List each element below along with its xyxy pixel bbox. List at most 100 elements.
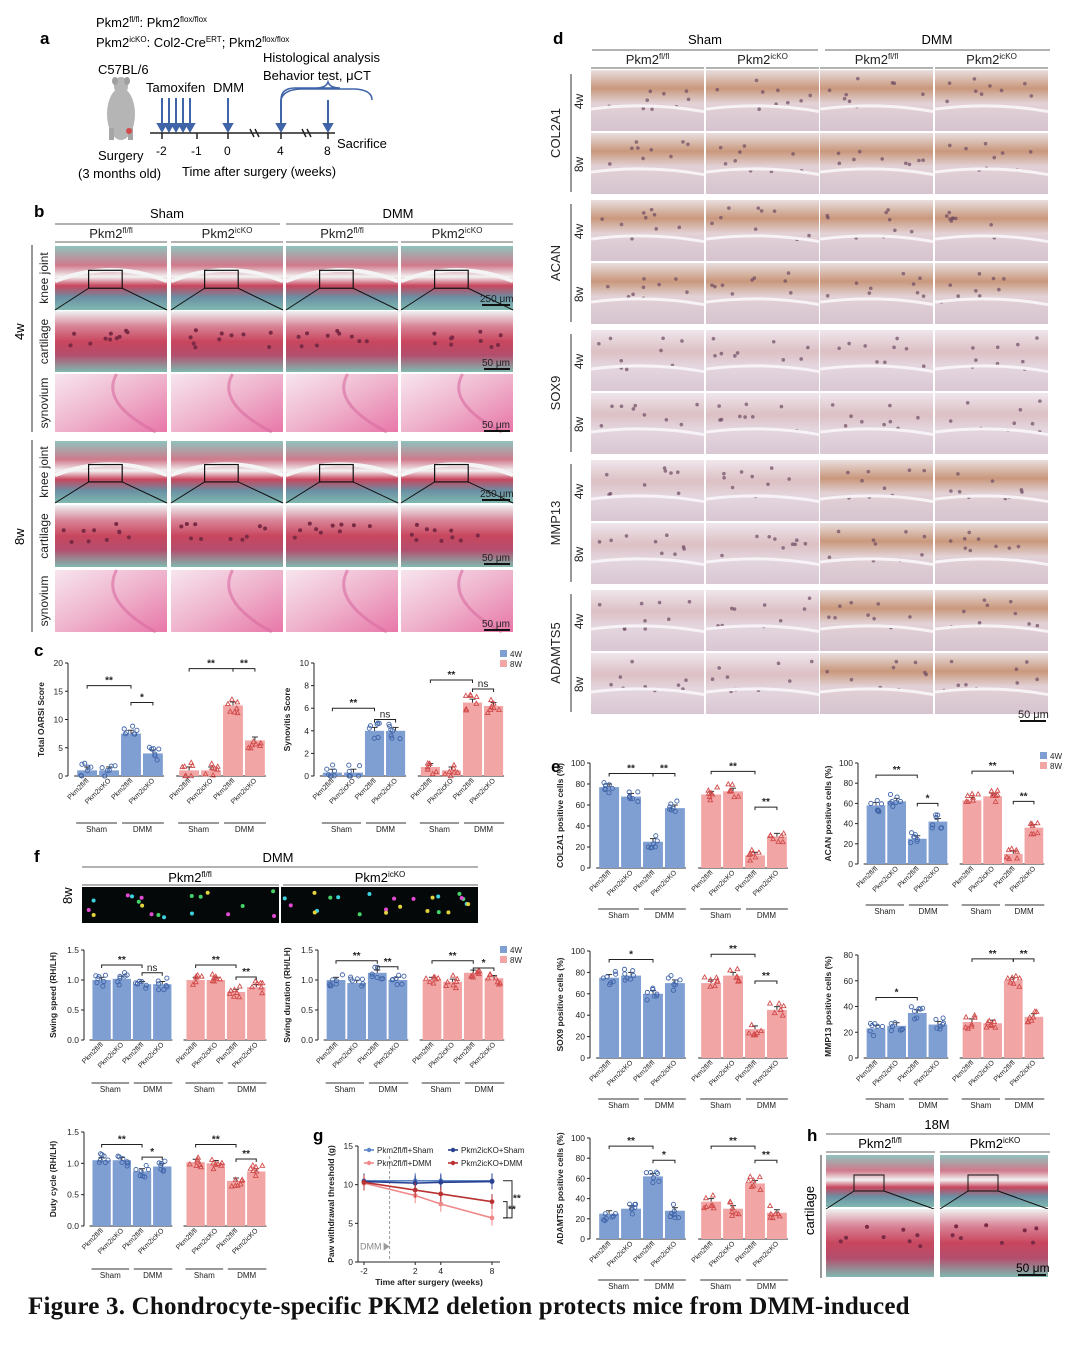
ihc-cell <box>838 604 842 608</box>
paw-print <box>436 910 441 915</box>
data-point <box>495 706 503 712</box>
data-point <box>88 764 94 770</box>
ihc-cell <box>641 156 645 161</box>
bar <box>621 1208 641 1239</box>
b-time-4w: 4w <box>12 245 33 432</box>
histology-image <box>171 505 283 567</box>
sig-mark: * <box>662 1150 666 1161</box>
data-point <box>188 759 195 765</box>
panel-a-letter: a <box>40 29 50 48</box>
data-point <box>748 846 755 853</box>
sig-bracket <box>86 685 132 689</box>
tidemark <box>590 624 705 634</box>
sig-bracket <box>608 1145 654 1150</box>
ihc-cell <box>597 602 602 607</box>
data-point <box>938 825 945 831</box>
zoom-line <box>54 481 89 504</box>
ihc-cell <box>907 162 912 167</box>
tidemark <box>934 167 1049 177</box>
ihc-cell <box>847 99 852 104</box>
data-point <box>772 1210 779 1217</box>
tidemark <box>705 234 820 244</box>
y-tick-label: 5 <box>58 743 63 753</box>
paw-print <box>328 895 333 900</box>
data-point <box>112 763 118 769</box>
data-point <box>609 785 615 791</box>
data-point <box>775 838 782 844</box>
ihc-cell <box>610 404 614 409</box>
histology-image <box>55 246 167 310</box>
h-row-label: cartilage <box>802 1186 817 1235</box>
bar <box>962 800 982 864</box>
group-label-sham: Sham <box>334 1085 355 1094</box>
ihc-cell <box>717 666 721 670</box>
data-point <box>745 1029 753 1036</box>
data-point <box>422 975 430 981</box>
paw-print <box>86 908 91 913</box>
ihc-cell <box>904 161 908 166</box>
ihc-cell <box>983 141 988 146</box>
ihc-image <box>935 200 1048 261</box>
tidemark <box>819 234 934 244</box>
tamoxifen-arrows <box>156 98 196 134</box>
bar <box>206 980 225 1040</box>
d-marker-label: ADAMTS5 <box>548 622 563 683</box>
ihc-cell <box>750 278 754 282</box>
ihc-cell <box>948 283 953 287</box>
y-tick-label: 1.5 <box>67 945 79 955</box>
data-point <box>469 972 476 978</box>
data-point <box>668 973 674 979</box>
y-tick-label: 0 <box>348 1257 353 1267</box>
ihc-cell <box>956 472 960 476</box>
panel-g: g 0 5 10 15 -2 2 4 8 Paw withdrawal threshold (g… <box>313 1126 525 1287</box>
ihc-cell <box>990 479 995 483</box>
data-point <box>256 742 264 749</box>
data-point <box>987 1021 994 1027</box>
y-tick-label: 8 <box>304 681 309 691</box>
data-point <box>354 976 360 982</box>
data-point <box>994 787 1001 793</box>
b-scale-joint-8w: 250 μm <box>480 489 514 500</box>
ihc-cell <box>1028 150 1033 154</box>
zoom-box <box>204 269 239 289</box>
data-point <box>96 974 102 980</box>
data-point <box>969 797 977 803</box>
b-scale-joint: 250 μm <box>480 294 514 305</box>
panel-h: h 18M Pkm2fl/fl Pkm2icKO cartilage 50 μm <box>802 1117 1050 1278</box>
group-label-dmm: DMM <box>133 825 152 834</box>
data-point <box>643 1170 649 1176</box>
chondrocyte <box>263 526 268 531</box>
ihc-cell <box>917 158 921 163</box>
data-point <box>707 983 714 989</box>
chondrocyte <box>364 339 369 344</box>
sig-mark: ** <box>212 955 220 966</box>
paw-print <box>411 896 416 901</box>
ihc-cell <box>713 353 717 358</box>
chondrocyte <box>439 538 444 543</box>
data-point <box>347 773 354 779</box>
data-point <box>104 768 110 774</box>
bar <box>643 1176 663 1239</box>
data-point <box>1028 1017 1035 1023</box>
data-point <box>779 1012 786 1018</box>
group-label-sham: Sham <box>608 1282 629 1290</box>
zoom-box <box>204 463 239 483</box>
d-dmm-label: DMM <box>921 32 952 47</box>
data-point <box>644 989 650 996</box>
chondrocyte <box>189 536 194 541</box>
data-point <box>495 981 503 987</box>
paw-print <box>189 911 194 916</box>
y-tick-label: 80 <box>844 778 854 788</box>
f-time-label: 8w <box>60 887 75 904</box>
y-tick-label: 4 <box>304 726 309 736</box>
data-point <box>102 773 108 779</box>
chondrocyte <box>104 537 109 542</box>
data-point <box>397 736 403 742</box>
group-label-dmm: DMM <box>757 911 776 920</box>
bar <box>92 1160 111 1226</box>
ihc-cell <box>710 221 714 226</box>
ihc-cell <box>971 346 975 350</box>
d-time-label: 4w <box>572 483 586 499</box>
